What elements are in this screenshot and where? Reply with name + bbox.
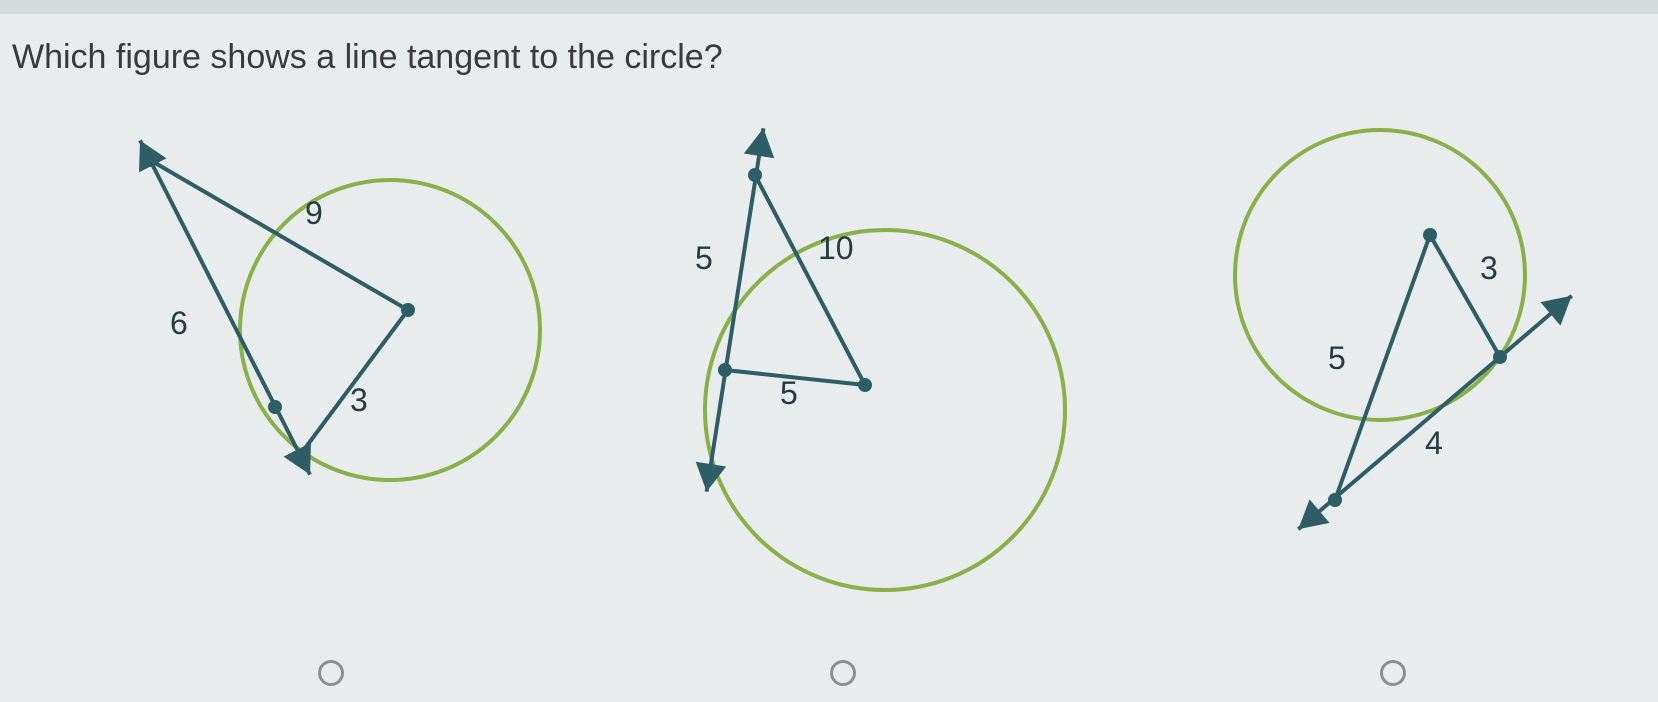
label-B-2: 5 [780,375,798,412]
label-A-2: 3 [350,382,368,419]
circle [705,230,1065,590]
point [1328,493,1342,507]
figure-B: 5 10 5 [640,120,1160,660]
label-C-1: 5 [1328,340,1346,377]
label-A-0: 9 [305,195,323,232]
segment [1315,310,1555,515]
point [718,363,732,377]
option-radio-B[interactable] [830,660,856,686]
circle [240,180,540,480]
label-A-1: 6 [170,305,188,342]
label-C-2: 4 [1425,425,1443,462]
figure-A: 9 6 3 [60,120,580,620]
point [1423,228,1437,242]
figure-C: 3 5 4 [1170,120,1650,640]
segment [1335,235,1430,500]
point [748,168,762,182]
label-B-1: 10 [818,230,854,267]
option-radio-A[interactable] [318,660,344,686]
point [268,400,282,414]
point [143,153,157,167]
segment [755,175,865,385]
label-B-0: 5 [695,240,713,277]
label-C-0: 3 [1480,250,1498,287]
point [401,303,415,317]
figures-row: 9 6 3 5 10 5 3 5 4 [0,120,1658,640]
point [858,378,872,392]
window-topbar [0,0,1658,14]
segment [710,150,760,470]
question-text: Which figure shows a line tangent to the… [12,38,723,77]
option-radio-C[interactable] [1380,660,1406,686]
point [1493,350,1507,364]
